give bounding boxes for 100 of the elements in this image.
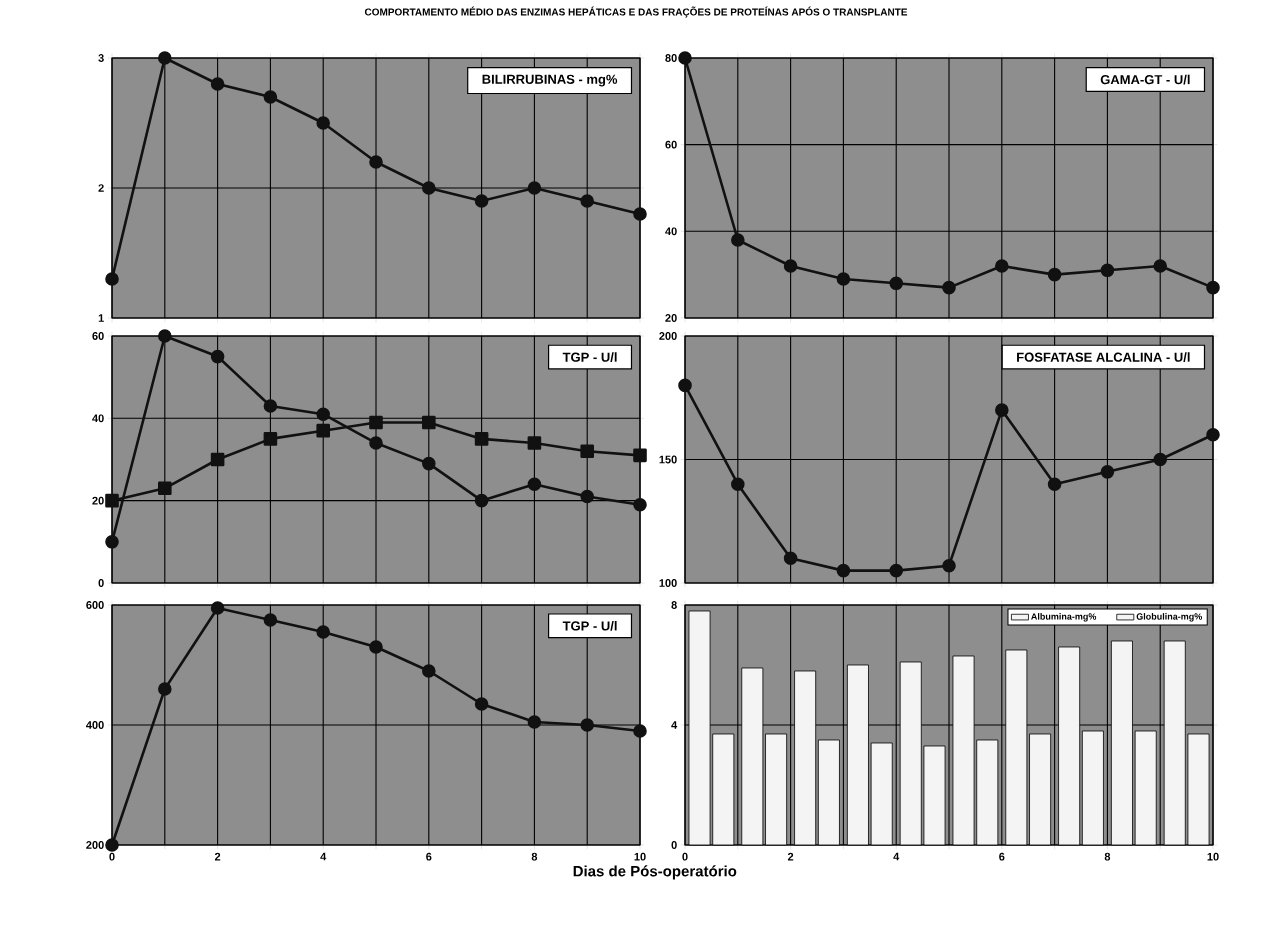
x-tick-label: 4 bbox=[320, 852, 327, 861]
y-tick-label: 0 bbox=[98, 579, 104, 587]
point bbox=[995, 403, 1009, 417]
point bbox=[263, 613, 278, 627]
point bbox=[210, 77, 225, 91]
legend-label: Globulina-mg% bbox=[1136, 613, 1202, 622]
point bbox=[731, 233, 745, 247]
y-tick-label: 2 bbox=[98, 184, 104, 192]
point bbox=[1100, 263, 1115, 278]
y-tick-label: 150 bbox=[659, 455, 677, 464]
point bbox=[422, 415, 436, 430]
point bbox=[422, 664, 436, 678]
point bbox=[1206, 427, 1220, 442]
point bbox=[527, 436, 542, 450]
point bbox=[369, 640, 383, 654]
point bbox=[527, 477, 542, 491]
point bbox=[633, 724, 647, 738]
y-tick-label: 600 bbox=[86, 601, 104, 609]
y-tick-label: 80 bbox=[665, 54, 677, 62]
point bbox=[158, 481, 172, 496]
point bbox=[889, 563, 904, 578]
point bbox=[263, 399, 278, 413]
y-tick-label: 200 bbox=[659, 332, 677, 340]
x-tick-label: 10 bbox=[634, 852, 646, 861]
point bbox=[210, 349, 225, 364]
point bbox=[158, 329, 172, 343]
point bbox=[527, 715, 542, 729]
point bbox=[105, 272, 119, 286]
point bbox=[105, 535, 119, 549]
point bbox=[783, 259, 798, 273]
point bbox=[527, 181, 542, 195]
y-tick-label: 1 bbox=[98, 314, 104, 322]
point bbox=[942, 558, 956, 573]
text: GAMA-GT - U/l bbox=[1100, 74, 1190, 85]
point bbox=[210, 452, 225, 467]
point bbox=[316, 625, 331, 639]
point bbox=[263, 432, 278, 446]
point bbox=[1100, 465, 1115, 479]
text: COMPORTAMENTO MÉDIO DAS ENZIMAS HEPÁTICAS E DAS FRAÇÕES DE PROTEÍNAS APÓS O TRANSPLANTE bbox=[364, 6, 908, 18]
point bbox=[158, 682, 172, 696]
point bbox=[889, 276, 904, 291]
point bbox=[474, 697, 489, 711]
y-tick-label: 40 bbox=[665, 227, 677, 236]
point bbox=[1153, 259, 1168, 273]
y-tick-label: 400 bbox=[86, 721, 104, 729]
text: TGP - U/l bbox=[562, 352, 617, 362]
point bbox=[1047, 267, 1062, 282]
point bbox=[995, 259, 1009, 273]
x-tick-label: 8 bbox=[531, 852, 538, 861]
x-tick-label: 2 bbox=[787, 852, 794, 861]
point bbox=[474, 493, 489, 508]
point bbox=[783, 551, 798, 566]
y-tick-label: 0 bbox=[671, 841, 677, 849]
point bbox=[580, 194, 595, 208]
point bbox=[633, 448, 647, 463]
y-tick-label: 8 bbox=[671, 601, 677, 609]
point bbox=[1047, 477, 1062, 491]
y-tick-label: 60 bbox=[92, 332, 104, 340]
point bbox=[678, 378, 692, 393]
x-tick-label: 0 bbox=[109, 852, 115, 861]
point bbox=[474, 432, 489, 446]
y-tick-label: 20 bbox=[92, 496, 104, 505]
point bbox=[263, 90, 278, 104]
y-tick-label: 100 bbox=[659, 579, 677, 587]
point bbox=[580, 718, 595, 732]
point bbox=[678, 51, 692, 65]
point bbox=[1153, 452, 1168, 467]
x-tick-label: 8 bbox=[1104, 852, 1111, 861]
x-tick-label: 4 bbox=[893, 852, 900, 861]
point bbox=[369, 415, 383, 430]
y-tick-label: 4 bbox=[671, 721, 678, 729]
y-tick-label: 40 bbox=[92, 414, 104, 423]
point bbox=[210, 601, 225, 615]
x-tick-label: 10 bbox=[1207, 852, 1219, 861]
legend-label: Albumina-mg% bbox=[1031, 613, 1097, 622]
x-tick-label: 6 bbox=[426, 852, 432, 861]
point bbox=[836, 563, 851, 578]
point bbox=[422, 456, 436, 471]
text: TGP - U/l bbox=[562, 620, 617, 631]
point bbox=[633, 497, 647, 512]
y-tick-label: 20 bbox=[665, 314, 677, 322]
point bbox=[633, 207, 647, 221]
point bbox=[369, 436, 383, 450]
x-axis-title: Dias de Pós-operatório bbox=[573, 865, 737, 880]
x-tick-label: 0 bbox=[682, 852, 688, 861]
y-tick-label: 200 bbox=[86, 841, 104, 849]
y-tick-label: 60 bbox=[665, 140, 677, 149]
point bbox=[158, 51, 172, 65]
point bbox=[580, 489, 595, 504]
point bbox=[1206, 280, 1220, 295]
point bbox=[580, 444, 595, 459]
point bbox=[422, 181, 436, 195]
point bbox=[105, 493, 119, 508]
x-tick-label: 6 bbox=[999, 852, 1005, 861]
point bbox=[316, 116, 331, 130]
point bbox=[369, 155, 383, 169]
text: FOSFATASE ALCALINA - U/l bbox=[1017, 352, 1190, 362]
y-tick-label: 3 bbox=[98, 54, 104, 62]
point bbox=[316, 407, 331, 422]
x-tick-label: 2 bbox=[214, 852, 221, 861]
